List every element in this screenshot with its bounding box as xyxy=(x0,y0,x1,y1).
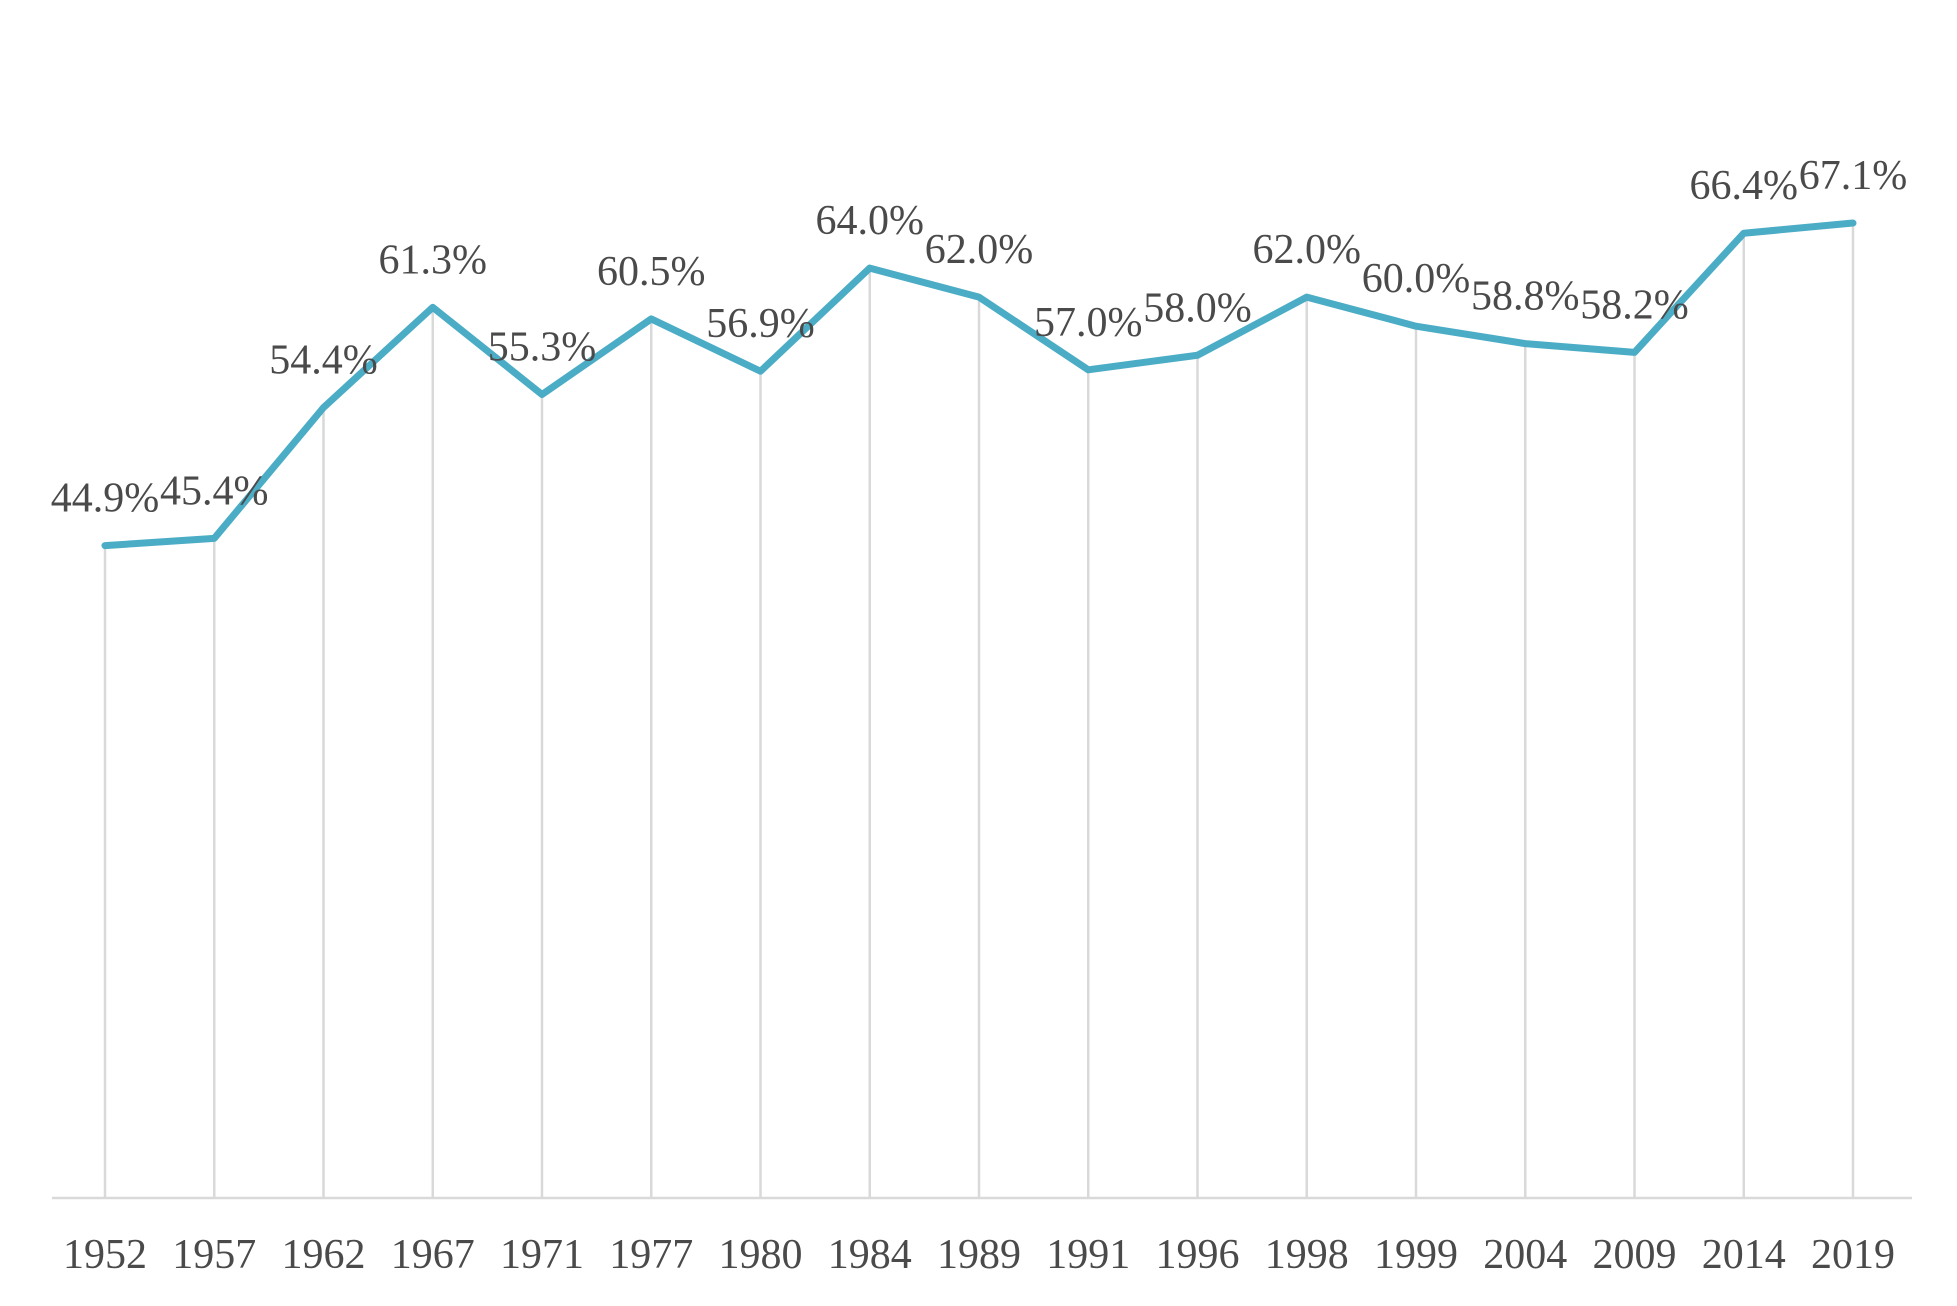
data-label: 67.1% xyxy=(1799,153,1908,199)
data-label: 57.0% xyxy=(1034,300,1143,346)
data-label: 58.8% xyxy=(1471,274,1580,320)
gridlines xyxy=(103,223,1855,1198)
x-tick-label: 1996 xyxy=(1156,1232,1240,1278)
x-tick-label: 1962 xyxy=(282,1232,366,1278)
data-label: 45.4% xyxy=(160,468,269,514)
x-tick-label: 1984 xyxy=(828,1232,912,1278)
x-tick-label: 2009 xyxy=(1593,1232,1677,1278)
data-label: 58.2% xyxy=(1580,282,1689,328)
data-label: 66.4% xyxy=(1690,163,1799,209)
x-tick-label: 1957 xyxy=(172,1232,256,1278)
x-tick-label: 1989 xyxy=(937,1232,1021,1278)
series-line xyxy=(101,219,1857,550)
data-label: 55.3% xyxy=(488,324,597,370)
x-tick-label: 1971 xyxy=(500,1232,584,1278)
data-label: 62.0% xyxy=(925,227,1034,273)
x-tick-label: 1977 xyxy=(609,1232,693,1278)
data-labels: 44.9% 45.4% 54.4% 61.3%55.3%60.5%56.9% 64.0%… xyxy=(51,153,1908,522)
data-label: 54.4% xyxy=(269,338,378,384)
data-label: 60.5% xyxy=(597,249,706,295)
data-label: 64.0% xyxy=(816,198,925,244)
data-label: 56.9% xyxy=(706,301,815,347)
data-label: 44.9% xyxy=(51,476,160,522)
x-tick-label: 1991 xyxy=(1046,1232,1130,1278)
x-tick-label: 1980 xyxy=(719,1232,803,1278)
x-tick-label: 2014 xyxy=(1702,1232,1786,1278)
x-tick-label: 1967 xyxy=(391,1232,475,1278)
x-tick-label: 1952 xyxy=(63,1232,147,1278)
data-label: 58.0% xyxy=(1143,285,1252,331)
x-tick-label: 1999 xyxy=(1374,1232,1458,1278)
data-label: 62.0% xyxy=(1253,227,1362,273)
x-tick-label: 2004 xyxy=(1483,1232,1567,1278)
x-tick-label: 1998 xyxy=(1265,1232,1349,1278)
x-tick-labels: 1952 1957 1962 1967 1971 1977 1980 1984 1989 1991… xyxy=(63,1232,1895,1278)
data-label: 61.3% xyxy=(379,237,488,283)
x-tick-label: 2019 xyxy=(1811,1232,1895,1278)
data-label: 60.0% xyxy=(1362,256,1471,302)
